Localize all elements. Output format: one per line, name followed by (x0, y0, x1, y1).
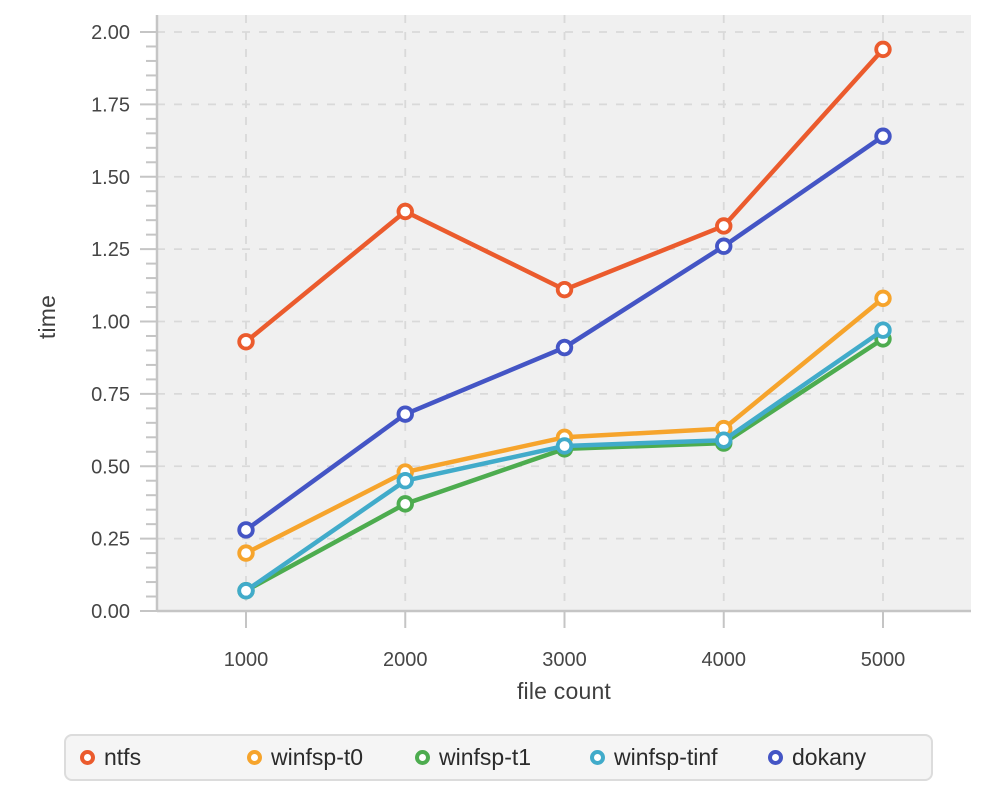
y-tick-label: 0.50 (91, 456, 130, 478)
y-tick-label: 1.50 (91, 167, 130, 189)
data-point-dokany-5000 (874, 127, 892, 145)
data-point-ntfs-5000 (874, 40, 892, 59)
y-tick-label: 1.25 (91, 239, 130, 261)
y-tick-label: 1.75 (91, 94, 130, 116)
data-point-ntfs-1000 (237, 333, 255, 351)
legend-label: dokany (792, 744, 867, 770)
legend-label: winfsp-t0 (271, 744, 364, 770)
legend-marker-icon (590, 750, 605, 765)
legend-item-winfsp-t0: winfsp-t0 (247, 736, 363, 779)
data-point-winfsp-tinf-3000 (555, 437, 574, 455)
legend-marker-icon (247, 750, 262, 765)
legend-marker-icon (768, 750, 783, 765)
legend-label: winfsp-tinf (614, 744, 718, 770)
legend-marker-icon (80, 750, 95, 765)
data-point-winfsp-tinf-5000 (874, 321, 892, 339)
y-tick-label: 2.00 (91, 22, 130, 44)
legend-item-dokany: dokany (768, 736, 866, 779)
data-point-ntfs-4000 (715, 217, 733, 235)
data-point-dokany-2000 (396, 405, 414, 423)
legend-label: winfsp-t1 (439, 744, 532, 770)
data-point-ntfs-3000 (555, 280, 574, 299)
y-tick-label: 0.25 (91, 529, 130, 551)
data-point-winfsp-t0-5000 (874, 289, 892, 308)
data-point-winfsp-tinf-2000 (396, 472, 414, 490)
y-tick-label: 0.00 (91, 601, 130, 623)
y-tick-label: 1.00 (91, 312, 130, 334)
y-tick-label: 0.75 (91, 384, 130, 406)
legend-item-winfsp-t1: winfsp-t1 (415, 736, 531, 779)
legend-item-winfsp-tinf: winfsp-tinf (590, 736, 718, 779)
data-point-dokany-3000 (555, 338, 574, 357)
data-point-dokany-4000 (715, 237, 733, 255)
legend-item-ntfs: ntfs (80, 736, 141, 779)
legend-marker-icon (415, 750, 430, 765)
y-axis-title: time (33, 294, 60, 340)
x-tick-label: 3000 (542, 649, 587, 671)
data-point-winfsp-tinf-4000 (715, 431, 733, 449)
data-point-dokany-1000 (237, 521, 255, 539)
data-point-winfsp-tinf-1000 (237, 582, 255, 600)
x-tick-label: 4000 (702, 649, 747, 671)
x-tick-label: 1000 (224, 649, 269, 671)
x-axis-title: file count (516, 678, 612, 704)
x-tick-label: 2000 (383, 649, 428, 671)
data-point-winfsp-t0-1000 (237, 544, 255, 562)
x-tick-label: 5000 (861, 649, 906, 671)
legend: ntfs winfsp-t0 winfsp-t1 winfsp-tinf dokany (64, 734, 933, 781)
data-point-ntfs-2000 (396, 202, 414, 221)
data-point-winfsp-t1-2000 (396, 495, 414, 513)
legend-label: ntfs (104, 744, 142, 770)
